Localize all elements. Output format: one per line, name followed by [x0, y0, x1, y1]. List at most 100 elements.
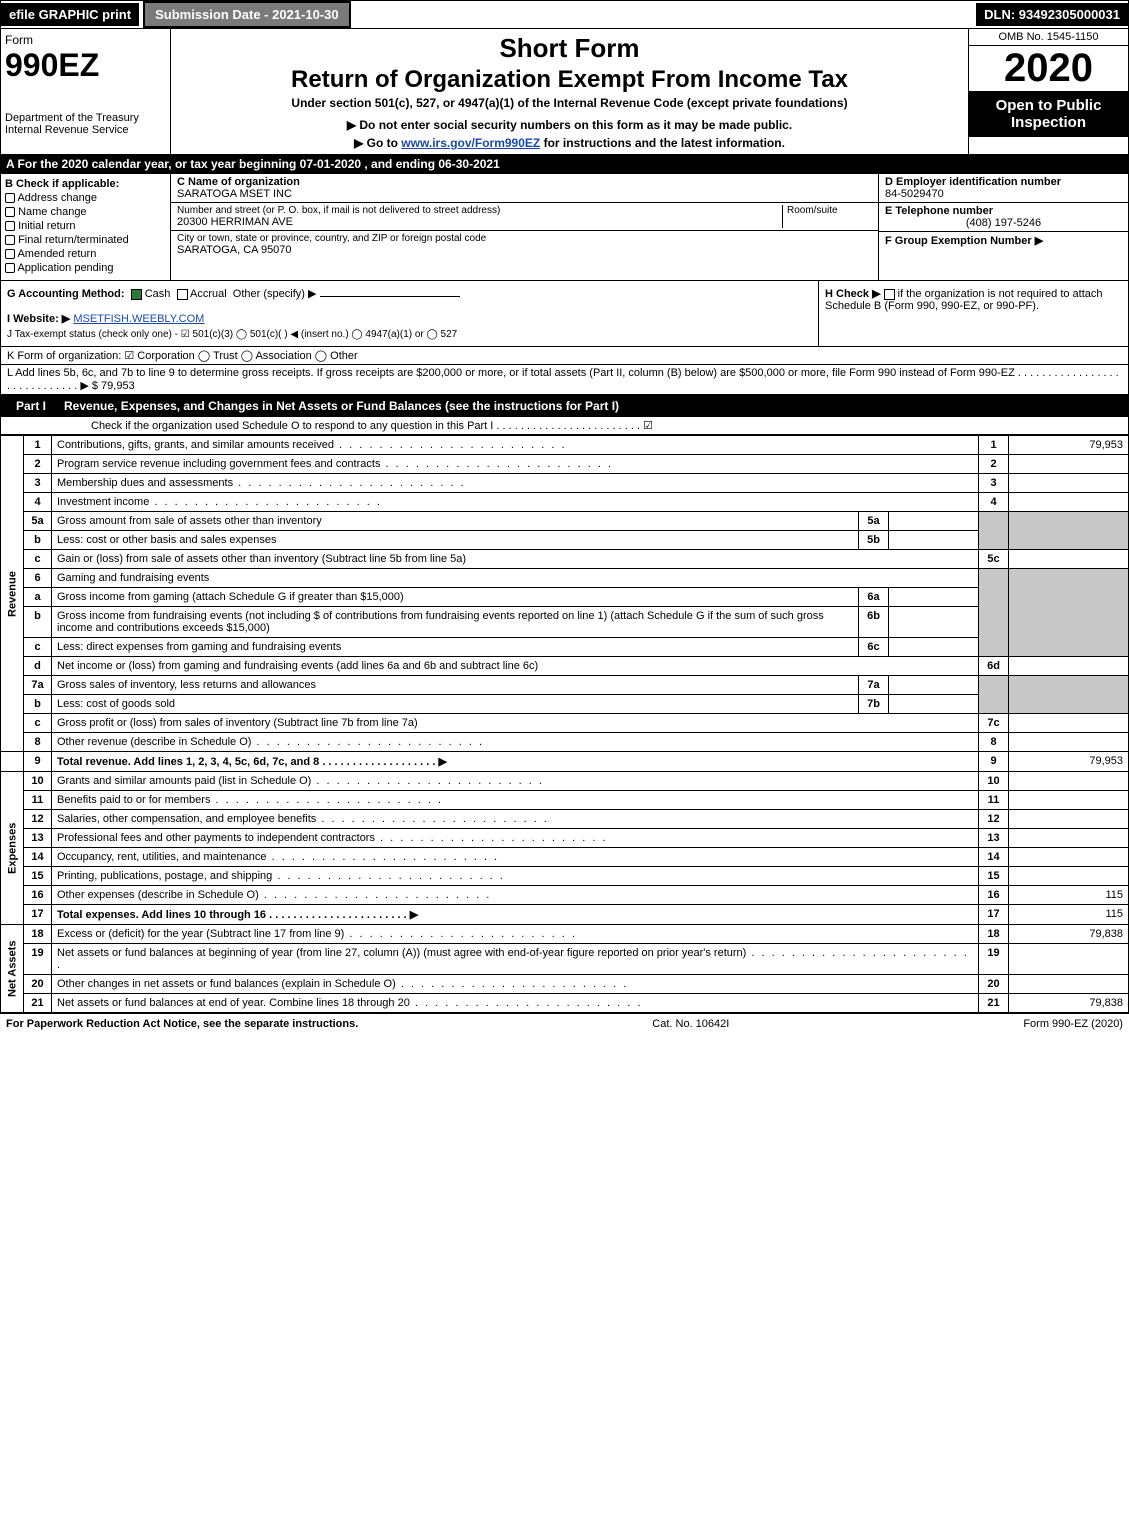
desc-5a: Gross amount from sale of assets other t… — [52, 512, 859, 531]
section-h: H Check ▶ if the organization is not req… — [818, 281, 1128, 346]
org-name-row: C Name of organization SARATOGA MSET INC — [171, 174, 878, 203]
desc-16: Other expenses (describe in Schedule O) — [52, 886, 979, 905]
section-j: J Tax-exempt status (check only one) - ☑… — [7, 329, 812, 340]
form-right-block: OMB No. 1545-1150 2020 Open to Public In… — [968, 29, 1128, 154]
ln-2: 2 — [24, 455, 52, 474]
ln-10: 10 — [24, 772, 52, 791]
submission-date-button[interactable]: Submission Date - 2021-10-30 — [143, 1, 351, 28]
chk-initial-return[interactable]: Initial return — [5, 220, 166, 232]
desc-20: Other changes in net assets or fund bala… — [52, 975, 979, 994]
desc-12: Salaries, other compensation, and employ… — [52, 810, 979, 829]
tax-year: 2020 — [969, 46, 1128, 91]
other-specify: Other (specify) ▶ — [233, 288, 317, 300]
nc-7c: 7c — [979, 714, 1009, 733]
form-number: 990EZ — [5, 47, 166, 84]
nc-12: 12 — [979, 810, 1009, 829]
goto-post: for instructions and the latest informat… — [540, 136, 785, 150]
tel-label: E Telephone number — [885, 205, 1122, 217]
chk-address-change[interactable]: Address change — [5, 192, 166, 204]
part1-title: Revenue, Expenses, and Changes in Net As… — [64, 399, 619, 413]
desc-15: Printing, publications, postage, and shi… — [52, 867, 979, 886]
grp-label: F Group Exemption Number ▶ — [885, 235, 1043, 247]
val-20 — [1009, 975, 1129, 994]
ln-1: 1 — [24, 436, 52, 455]
chk-name-change[interactable]: Name change — [5, 206, 166, 218]
ein-value: 84-5029470 — [885, 188, 1122, 200]
city-label: City or town, state or province, country… — [177, 233, 872, 244]
desc-18: Excess or (deficit) for the year (Subtra… — [52, 925, 979, 944]
efile-print-button[interactable]: efile GRAPHIC print — [1, 3, 139, 26]
nc-6d: 6d — [979, 657, 1009, 676]
desc-14: Occupancy, rent, utilities, and maintena… — [52, 848, 979, 867]
nc-2: 2 — [979, 455, 1009, 474]
h-checkbox[interactable] — [884, 289, 895, 300]
lines-table: Revenue 1Contributions, gifts, grants, a… — [0, 435, 1129, 1013]
ln-11: 11 — [24, 791, 52, 810]
website-link[interactable]: MSETFISH.WEEBLY.COM — [73, 313, 204, 325]
ein-label: D Employer identification number — [885, 176, 1122, 188]
sv-6c — [889, 638, 979, 657]
l-value: $ 79,953 — [92, 380, 135, 392]
chk-final-return[interactable]: Final return/terminated — [5, 234, 166, 246]
val-8 — [1009, 733, 1129, 752]
desc-6b: Gross income from fundraising events (no… — [52, 607, 859, 638]
chk-amended-return[interactable]: Amended return — [5, 248, 166, 260]
desc-7a: Gross sales of inventory, less returns a… — [52, 676, 859, 695]
ln-18: 18 — [24, 925, 52, 944]
chk-application-pending[interactable]: Application pending — [5, 262, 166, 274]
ln-20: 20 — [24, 975, 52, 994]
l-text: L Add lines 5b, 6c, and 7b to line 9 to … — [7, 367, 1119, 392]
opt-name-change: Name change — [18, 206, 87, 218]
val-17: 115 — [1009, 905, 1129, 925]
address-row: Number and street (or P. O. box, if mail… — [171, 203, 878, 231]
section-d: D Employer identification number 84-5029… — [878, 174, 1128, 280]
section-b-title: B Check if applicable: — [5, 178, 166, 190]
form-word: Form — [5, 33, 166, 47]
val-12 — [1009, 810, 1129, 829]
ln-6: 6 — [24, 569, 52, 588]
sn-6c: 6c — [859, 638, 889, 657]
nc-8: 8 — [979, 733, 1009, 752]
dept-label: Department of the Treasury Internal Reve… — [5, 112, 166, 136]
g-label: G Accounting Method: — [7, 288, 125, 300]
desc-9: Total revenue. Add lines 1, 2, 3, 4, 5c,… — [52, 752, 979, 772]
val-7c — [1009, 714, 1129, 733]
sv-7b — [889, 695, 979, 714]
city-row: City or town, state or province, country… — [171, 231, 878, 258]
accrual-checkbox[interactable] — [177, 289, 188, 300]
topbar: efile GRAPHIC print Submission Date - 20… — [0, 0, 1129, 29]
desc-10: Grants and similar amounts paid (list in… — [52, 772, 979, 791]
irs-link[interactable]: www.irs.gov/Form990EZ — [401, 136, 540, 150]
sn-7a: 7a — [859, 676, 889, 695]
footer-mid: Cat. No. 10642I — [652, 1018, 729, 1030]
goto-notice: ▶ Go to www.irs.gov/Form990EZ for instru… — [179, 136, 960, 150]
nc-19: 19 — [979, 944, 1009, 975]
omb-number: OMB No. 1545-1150 — [969, 29, 1128, 46]
val-4 — [1009, 493, 1129, 512]
ln-14: 14 — [24, 848, 52, 867]
ln-12: 12 — [24, 810, 52, 829]
desc-5c: Gain or (loss) from sale of assets other… — [52, 550, 979, 569]
sv-6b — [889, 607, 979, 638]
section-l: L Add lines 5b, 6c, and 7b to line 9 to … — [0, 365, 1129, 395]
footer-right: Form 990-EZ (2020) — [1023, 1018, 1123, 1030]
shade-6v — [1009, 569, 1129, 657]
shade-5v — [1009, 512, 1129, 550]
val-3 — [1009, 474, 1129, 493]
nc-13: 13 — [979, 829, 1009, 848]
sn-6a: 6a — [859, 588, 889, 607]
sn-5b: 5b — [859, 531, 889, 550]
ln-21: 21 — [24, 994, 52, 1013]
cash-checkbox[interactable] — [131, 289, 142, 300]
nc-5c: 5c — [979, 550, 1009, 569]
desc-7b: Less: cost of goods sold — [52, 695, 859, 714]
opt-amended-return: Amended return — [17, 248, 96, 260]
opt-address-change: Address change — [17, 192, 97, 204]
nc-10: 10 — [979, 772, 1009, 791]
nc-16: 16 — [979, 886, 1009, 905]
shade-6 — [979, 569, 1009, 657]
desc-8: Other revenue (describe in Schedule O) — [52, 733, 979, 752]
nc-11: 11 — [979, 791, 1009, 810]
ln-19: 19 — [24, 944, 52, 975]
val-15 — [1009, 867, 1129, 886]
